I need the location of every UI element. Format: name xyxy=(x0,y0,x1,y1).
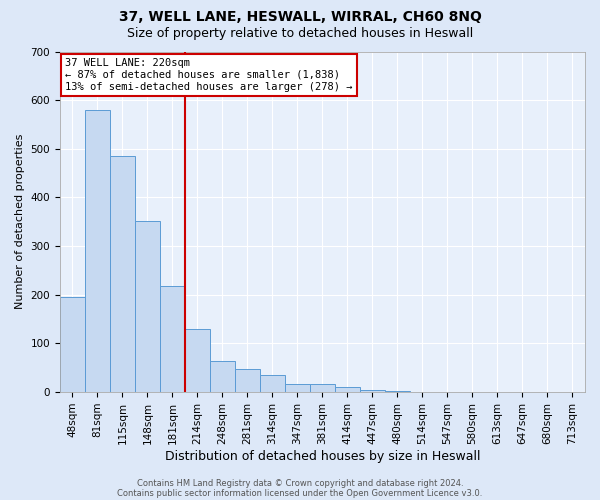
Text: 37, WELL LANE, HESWALL, WIRRAL, CH60 8NQ: 37, WELL LANE, HESWALL, WIRRAL, CH60 8NQ xyxy=(119,10,481,24)
X-axis label: Distribution of detached houses by size in Heswall: Distribution of detached houses by size … xyxy=(165,450,480,462)
Text: Contains public sector information licensed under the Open Government Licence v3: Contains public sector information licen… xyxy=(118,488,482,498)
Bar xyxy=(235,369,260,392)
Bar xyxy=(160,286,185,392)
Bar xyxy=(385,391,410,392)
Bar xyxy=(285,384,310,392)
Bar xyxy=(335,387,360,392)
Text: Contains HM Land Registry data © Crown copyright and database right 2024.: Contains HM Land Registry data © Crown c… xyxy=(137,478,463,488)
Y-axis label: Number of detached properties: Number of detached properties xyxy=(15,134,25,310)
Bar xyxy=(110,156,135,392)
Bar xyxy=(185,329,210,392)
Bar xyxy=(310,384,335,392)
Bar xyxy=(85,110,110,392)
Text: Size of property relative to detached houses in Heswall: Size of property relative to detached ho… xyxy=(127,28,473,40)
Bar xyxy=(210,362,235,392)
Bar xyxy=(135,221,160,392)
Bar xyxy=(60,297,85,392)
Text: 37 WELL LANE: 220sqm
← 87% of detached houses are smaller (1,838)
13% of semi-de: 37 WELL LANE: 220sqm ← 87% of detached h… xyxy=(65,58,353,92)
Bar xyxy=(260,375,285,392)
Bar xyxy=(360,390,385,392)
